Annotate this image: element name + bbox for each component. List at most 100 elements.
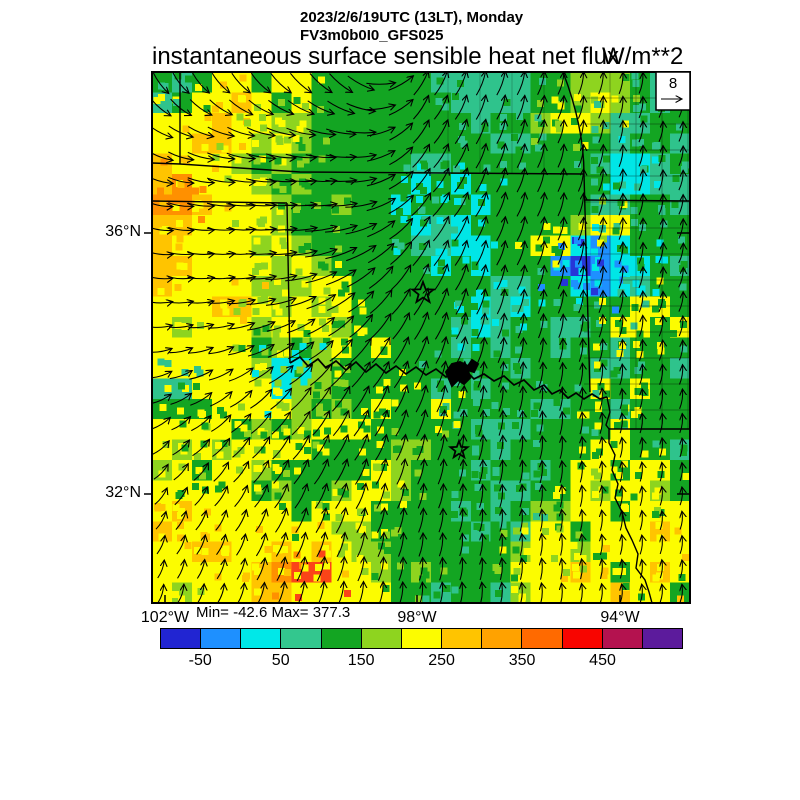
flux-speckle (532, 512, 540, 520)
flux-speckle (471, 263, 479, 270)
flux-cell (231, 235, 253, 257)
flux-speckle (174, 322, 182, 329)
flux-speckle (297, 160, 305, 168)
wind-arrow (285, 274, 317, 282)
flux-speckle (513, 363, 521, 371)
flux-speckle (596, 166, 604, 174)
flux-speckle (321, 263, 329, 271)
flux-speckle (513, 568, 521, 576)
flux-speckle (337, 488, 345, 496)
map-canvas: 8 (144, 71, 691, 604)
flux-speckle (596, 448, 604, 456)
flux-cell (311, 174, 332, 196)
wind-arrow (169, 371, 192, 380)
flux-speckle (499, 546, 507, 554)
flux-speckle (313, 574, 321, 582)
flux-speckle (358, 448, 366, 456)
flux-speckle (613, 366, 621, 374)
colorbar-segment (601, 629, 642, 648)
wind-arrow (237, 583, 245, 603)
wind-arrow (476, 313, 485, 339)
flux-speckle (341, 281, 349, 289)
wind-arrow (177, 560, 185, 579)
wind-arrow (189, 99, 212, 116)
flux-speckle (303, 329, 311, 337)
wind-arrow (638, 218, 643, 240)
flux-speckle (458, 135, 465, 143)
flux-speckle (660, 220, 668, 228)
flux-cell (331, 460, 352, 481)
flux-speckle (316, 105, 324, 113)
flux-speckle (256, 218, 264, 226)
flux-speckle (280, 366, 288, 373)
wind-arrow (598, 169, 604, 192)
flux-speckle (341, 338, 348, 346)
flux-speckle (201, 422, 209, 430)
flux-cell (291, 72, 312, 93)
wind-arrow (234, 486, 248, 507)
wind-arrow (560, 436, 562, 459)
flux-speckle (580, 324, 588, 332)
wind-arrow (516, 193, 525, 217)
wind-arrow (477, 338, 485, 364)
wind-arrow (434, 289, 447, 316)
flux-speckle (472, 370, 480, 378)
wind-arrow (356, 508, 365, 534)
flux-cell (391, 460, 412, 481)
flux-speckle (593, 365, 601, 373)
flux-speckle (511, 421, 519, 429)
flux-speckle (259, 177, 267, 185)
wind-arrow (518, 387, 523, 412)
flux-cell (391, 337, 412, 359)
flux-speckle (278, 120, 286, 128)
flux-speckle (511, 304, 519, 312)
flux-speckle (201, 548, 209, 556)
wind-arrow (598, 291, 603, 314)
flux-speckle (324, 550, 332, 558)
wind-arrow (156, 536, 165, 555)
flux-speckle (592, 343, 600, 351)
state-border (605, 396, 653, 604)
wind-arrow (268, 366, 293, 384)
flux-speckle (630, 207, 638, 214)
flux-speckle (543, 223, 551, 231)
wind-arrow (680, 584, 682, 603)
flux-speckle (570, 541, 578, 549)
flux-speckle (252, 268, 259, 275)
flux-speckle (442, 160, 450, 168)
flux-speckle (435, 248, 443, 256)
wind-arrow (395, 435, 405, 461)
wind-arrow (580, 461, 582, 483)
flux-speckle (331, 306, 339, 314)
flux-speckle (597, 259, 605, 267)
flux-speckle (462, 546, 470, 554)
wind-arrow (680, 414, 683, 434)
wind-arrow (600, 388, 602, 410)
flux-speckle (264, 546, 272, 554)
wind-arrow (391, 265, 410, 290)
wind-arrow (375, 459, 386, 485)
wind-arrow (316, 557, 324, 582)
flux-speckle (259, 124, 267, 132)
wind-arrow (152, 252, 173, 255)
flux-speckle (323, 287, 331, 295)
flux-cell (351, 378, 372, 400)
wind-arrow (518, 338, 524, 363)
flux-speckle (432, 196, 440, 204)
colorbar-segment (240, 629, 281, 648)
flux-speckle (283, 349, 291, 357)
flux-speckle (453, 411, 461, 419)
flux-speckle (592, 264, 600, 271)
flux-speckle (578, 268, 586, 276)
wind-arrow (350, 338, 371, 363)
wind-arrow (640, 560, 642, 579)
wind-arrow (274, 484, 288, 509)
flux-speckle (453, 421, 461, 429)
flux-speckle (612, 227, 620, 235)
wind-arrow (434, 265, 448, 291)
wind-arrow (600, 413, 602, 434)
flux-speckle (254, 446, 261, 454)
flux-speckle (340, 425, 348, 433)
flux-cell (550, 582, 571, 604)
flux-speckle (253, 179, 261, 186)
